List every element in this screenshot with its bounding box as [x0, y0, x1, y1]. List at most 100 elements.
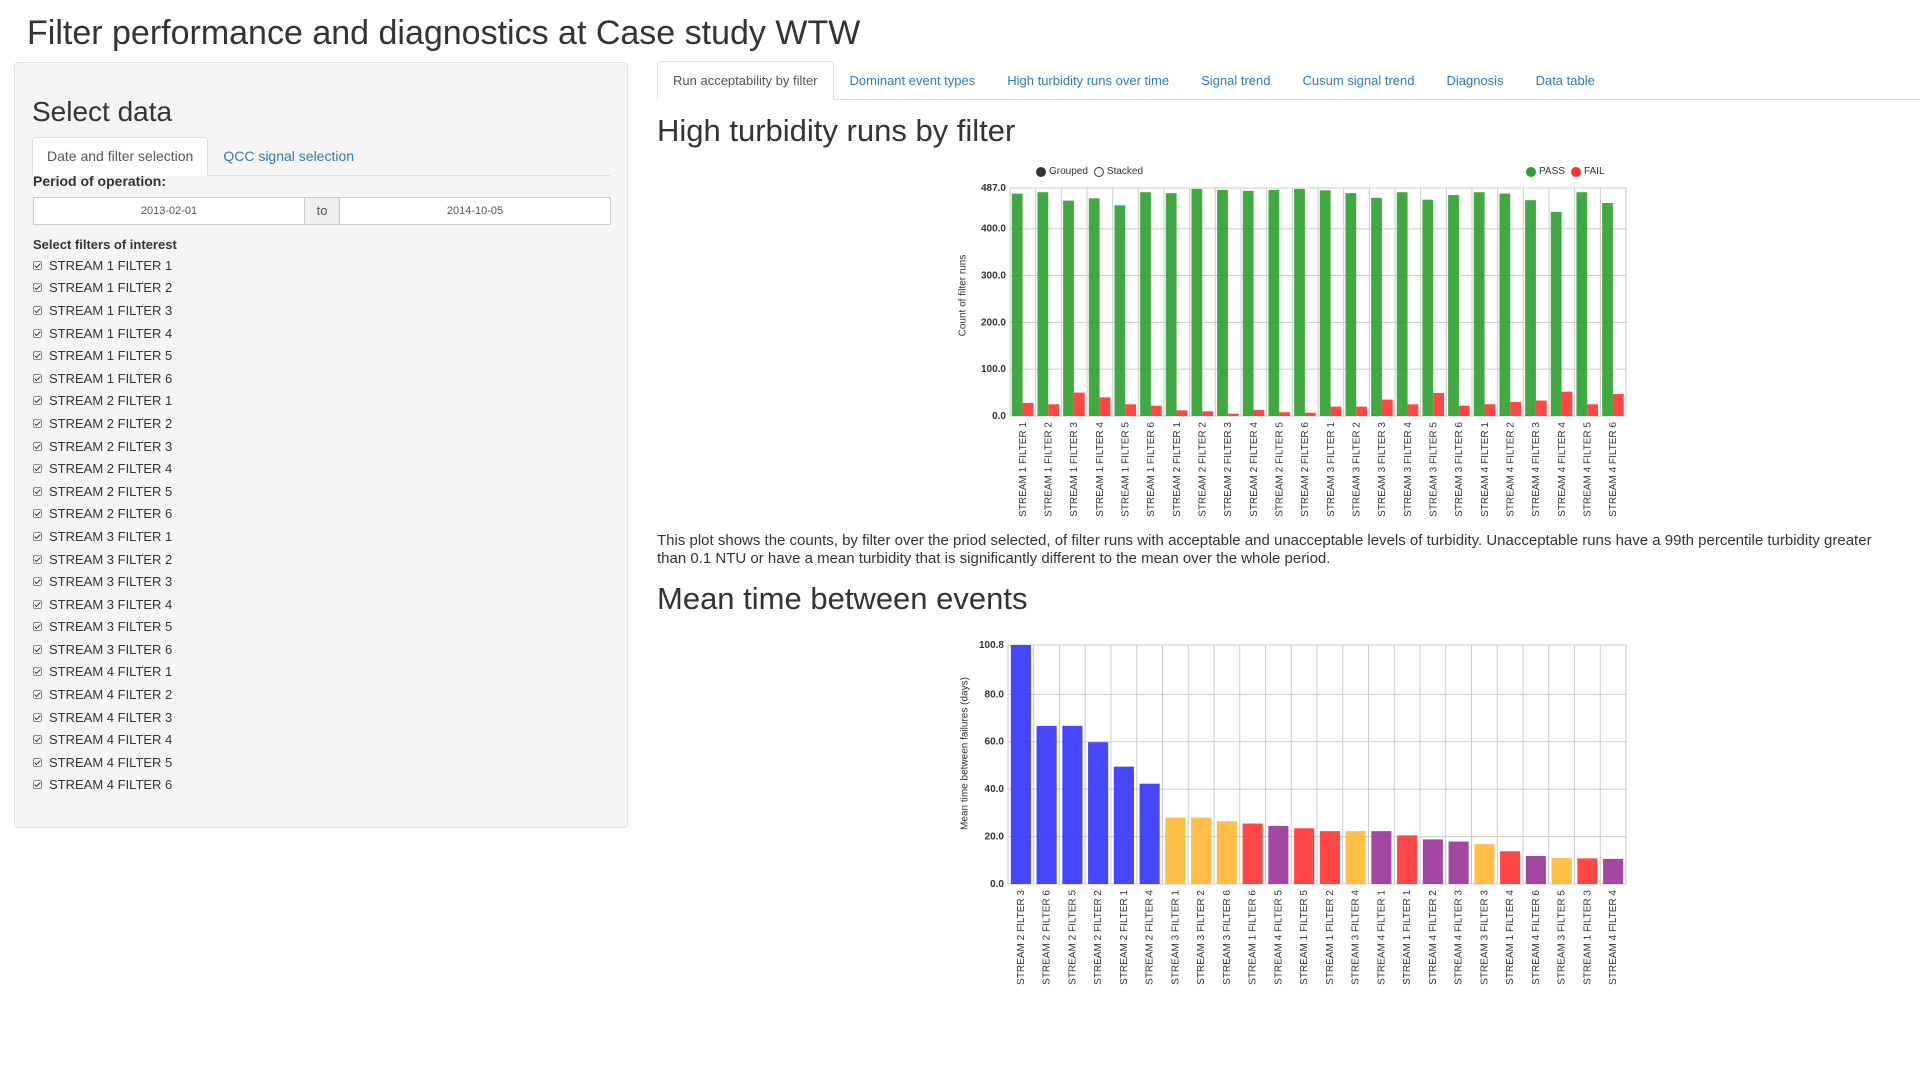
main-tabs: Run acceptability by filter Dominant even… — [657, 61, 1920, 100]
filter-checkbox-item[interactable]: STREAM 3 FILTER 3 — [33, 570, 172, 593]
filter-checkbox-item[interactable]: STREAM 3 FILTER 6 — [33, 638, 172, 661]
tab-diagnosis[interactable]: Diagnosis — [1446, 73, 1504, 88]
filter-label: STREAM 1 FILTER 3 — [49, 302, 173, 318]
checkbox-checked-icon[interactable] — [33, 712, 42, 722]
filter-checkbox-item[interactable]: STREAM 2 FILTER 3 — [33, 435, 172, 458]
filter-checkbox-item[interactable]: STREAM 2 FILTER 2 — [33, 412, 172, 435]
fail-bar — [1073, 392, 1085, 416]
filter-label: STREAM 1 FILTER 2 — [49, 280, 173, 296]
fail-dot-icon — [1570, 166, 1581, 177]
end-date-input[interactable] — [339, 197, 611, 225]
pass-bar — [1550, 211, 1562, 416]
checkbox-checked-icon[interactable] — [33, 464, 42, 474]
date-range: to — [33, 197, 611, 225]
x-tick-label: STREAM 1 FILTER 1 — [1402, 890, 1413, 985]
filter-checkbox-item[interactable]: STREAM 2 FILTER 1 — [33, 390, 172, 413]
tab-signal-trend[interactable]: Signal trend — [1201, 73, 1271, 88]
checkbox-checked-icon[interactable] — [33, 644, 42, 654]
fail-bar — [1304, 412, 1316, 416]
filter-checkbox-item[interactable]: STREAM 1 FILTER 5 — [33, 344, 172, 367]
checkbox-checked-icon[interactable] — [33, 305, 42, 315]
chart-mode-legend: Grouped Stacked — [1036, 166, 1149, 177]
mtbf-bar — [1319, 831, 1340, 884]
filter-checkbox-item[interactable]: STREAM 1 FILTER 4 — [33, 322, 172, 345]
tab-qcc-signal-selection[interactable]: QCC signal selection — [223, 148, 355, 164]
filter-checkbox-item[interactable]: STREAM 1 FILTER 1 — [33, 254, 172, 277]
fail-bar — [1202, 411, 1214, 416]
x-tick-label: STREAM 4 FILTER 4 — [1557, 422, 1568, 517]
tab-high-turbidity-runs-over-time[interactable]: High turbidity runs over time — [1007, 73, 1170, 88]
tab-cusum-signal-trend[interactable]: Cusum signal trend — [1302, 73, 1415, 88]
start-date-input[interactable] — [33, 197, 305, 225]
checkbox-checked-icon[interactable] — [33, 622, 42, 632]
filter-checkbox-item[interactable]: STREAM 1 FILTER 6 — [33, 367, 172, 390]
fail-bar — [1510, 401, 1522, 416]
fail-bar — [1022, 402, 1034, 416]
x-tick-label: STREAM 2 FILTER 6 — [1300, 422, 1311, 517]
x-tick-label: STREAM 3 FILTER 3 — [1377, 422, 1388, 517]
grouped-option[interactable]: Grouped — [1036, 166, 1088, 177]
fail-bar — [1587, 404, 1599, 416]
x-tick-label: STREAM 3 FILTER 5 — [1557, 890, 1568, 985]
filter-checkbox-item[interactable]: STREAM 2 FILTER 6 — [33, 503, 172, 526]
mtbf-bar — [1551, 857, 1572, 884]
checkbox-checked-icon[interactable] — [33, 418, 42, 428]
filter-label: STREAM 2 FILTER 5 — [49, 483, 173, 499]
checkbox-checked-icon[interactable] — [33, 735, 42, 745]
filter-checkbox-item[interactable]: STREAM 1 FILTER 3 — [33, 299, 172, 322]
checkbox-checked-icon[interactable] — [33, 486, 42, 496]
filter-checkbox-item[interactable]: STREAM 2 FILTER 4 — [33, 457, 172, 480]
checkbox-checked-icon[interactable] — [33, 577, 42, 587]
checkbox-checked-icon[interactable] — [33, 667, 42, 677]
checkbox-checked-icon[interactable] — [33, 780, 42, 790]
filter-checkbox-item[interactable]: STREAM 4 FILTER 1 — [33, 661, 172, 684]
legend-pass[interactable]: PASS — [1526, 166, 1565, 177]
filter-checkbox-item[interactable]: STREAM 1 FILTER 2 — [33, 277, 172, 300]
filter-checkbox-item[interactable]: STREAM 4 FILTER 5 — [33, 751, 172, 774]
mtbf-bar — [1216, 821, 1237, 884]
checkbox-checked-icon[interactable] — [33, 283, 42, 293]
pass-bar — [1319, 190, 1331, 416]
tab-data-table[interactable]: Data table — [1535, 73, 1595, 88]
x-tick-label: STREAM 4 FILTER 5 — [1273, 890, 1284, 985]
checkbox-checked-icon[interactable] — [33, 260, 42, 270]
checkbox-checked-icon[interactable] — [33, 373, 42, 383]
fail-bar — [1356, 406, 1368, 416]
page-title: Filter performance and diagnostics at Ca… — [27, 14, 861, 52]
filter-checkbox-item[interactable]: STREAM 3 FILTER 4 — [33, 593, 172, 616]
pass-bar — [1140, 192, 1151, 416]
tab-run-acceptability-by-filter[interactable]: Run acceptability by filter — [657, 61, 834, 100]
checkbox-checked-icon[interactable] — [33, 599, 42, 609]
checkbox-checked-icon[interactable] — [33, 554, 42, 564]
tab-date-and-filter-selection[interactable]: Date and filter selection — [32, 137, 209, 176]
filter-checkbox-item[interactable]: STREAM 3 FILTER 5 — [33, 616, 172, 639]
filter-checkbox-item[interactable]: STREAM 4 FILTER 6 — [33, 774, 172, 797]
checkbox-checked-icon[interactable] — [33, 351, 42, 361]
x-tick-label: STREAM 4 FILTER 3 — [1531, 422, 1542, 517]
checkbox-checked-icon[interactable] — [33, 531, 42, 541]
mtbf-bar — [1422, 839, 1443, 884]
checkbox-checked-icon[interactable] — [33, 690, 42, 700]
checkbox-checked-icon[interactable] — [33, 757, 42, 767]
legend-fail[interactable]: FAIL — [1570, 166, 1605, 177]
filter-checkbox-item[interactable]: STREAM 4 FILTER 4 — [33, 728, 172, 751]
filter-checkbox-item[interactable]: STREAM 4 FILTER 3 — [33, 706, 172, 729]
checkbox-checked-icon[interactable] — [33, 509, 42, 519]
y-tick-label: 60.0 — [985, 737, 1005, 748]
pass-bar — [1396, 192, 1408, 416]
pass-bar — [1063, 200, 1074, 416]
filter-checkbox-item[interactable]: STREAM 4 FILTER 2 — [33, 683, 172, 706]
checkbox-checked-icon[interactable] — [33, 396, 42, 406]
tab-dominant-event-types[interactable]: Dominant event types — [849, 73, 976, 88]
stacked-option[interactable]: Stacked — [1093, 166, 1143, 177]
checkbox-checked-icon[interactable] — [33, 441, 42, 451]
filter-checkbox-item[interactable]: STREAM 3 FILTER 2 — [33, 548, 172, 571]
x-tick-label: STREAM 2 FILTER 5 — [1067, 890, 1078, 985]
checkbox-checked-icon[interactable] — [33, 328, 42, 338]
fail-bar — [1227, 413, 1239, 416]
mtbf-bar — [1577, 858, 1598, 884]
filter-label: STREAM 2 FILTER 3 — [49, 438, 173, 454]
filter-checkbox-item[interactable]: STREAM 2 FILTER 5 — [33, 480, 172, 503]
filter-label: STREAM 3 FILTER 5 — [49, 619, 173, 635]
filter-checkbox-item[interactable]: STREAM 3 FILTER 1 — [33, 525, 172, 548]
